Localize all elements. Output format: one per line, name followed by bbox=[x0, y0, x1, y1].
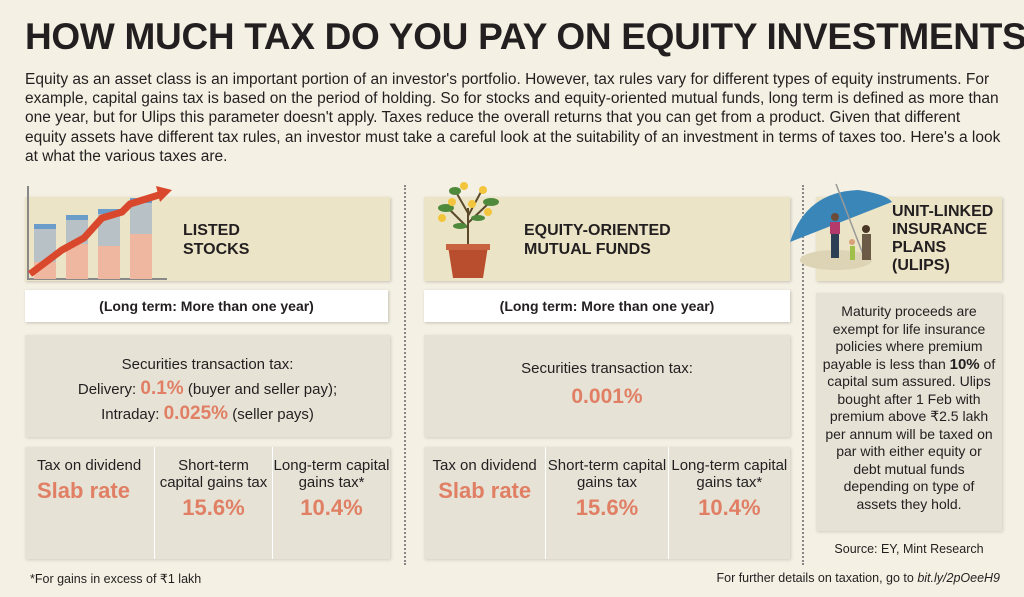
stt-label: Securities transaction tax: bbox=[521, 360, 693, 377]
source-note: Source: EY, Mint Research bbox=[834, 542, 984, 556]
heading-line: UNIT-LINKED bbox=[892, 203, 994, 220]
delivery-note: (buyer and seller pay); bbox=[187, 381, 338, 398]
heading-line: PLANS bbox=[892, 239, 947, 256]
stt-label: Securities transaction tax: bbox=[121, 356, 294, 373]
heading-line: (ULIPS) bbox=[892, 257, 950, 274]
tax-cells: Tax on dividend Slab rate Short-term capi… bbox=[424, 447, 790, 559]
cell-value: 10.4% bbox=[300, 495, 363, 520]
stt-rate: 0.001% bbox=[571, 385, 643, 408]
heading-line: EQUITY-ORIENTED bbox=[524, 222, 671, 239]
delivery-rate: 0.1% bbox=[140, 378, 184, 399]
cell-value: Slab rate bbox=[37, 478, 130, 503]
long-term-note: (Long term: More than one year) bbox=[25, 290, 388, 322]
stt-box: Securities transaction tax: Delivery: 0.… bbox=[25, 335, 390, 437]
cell-value: Slab rate bbox=[438, 478, 532, 503]
intraday-note: (seller pays) bbox=[232, 406, 314, 423]
ulip-text: Maturity proceeds are exempt for life in… bbox=[822, 303, 986, 372]
cell-label: Tax on dividend bbox=[37, 457, 142, 474]
ltcg-cell: Long-term capital gains tax* 10.4% bbox=[669, 447, 790, 559]
column-divider bbox=[404, 185, 406, 565]
intraday-label: Intraday: bbox=[101, 406, 160, 423]
cell-value: 15.6% bbox=[575, 495, 639, 520]
rising-bar-chart-icon bbox=[27, 186, 172, 280]
further-details-text: For further details on taxation, go to bbox=[716, 571, 914, 585]
column-divider bbox=[802, 185, 804, 565]
heading-line: STOCKS bbox=[183, 241, 250, 258]
footnote: *For gains in excess of ₹1 lakh bbox=[30, 572, 202, 586]
cell-label: Tax on dividend bbox=[432, 457, 537, 474]
long-term-note: (Long term: More than one year) bbox=[424, 290, 790, 322]
heading-line: LISTED bbox=[183, 222, 240, 239]
money-plant-icon bbox=[438, 182, 499, 278]
ulip-percent: 10% bbox=[949, 355, 980, 373]
cell-label: Long-term capital gains tax* bbox=[273, 457, 390, 491]
cell-label: Short-term capital gains tax bbox=[547, 457, 667, 491]
cell-value: 10.4% bbox=[698, 495, 761, 520]
stcg-cell: Short-term capital gains tax 15.6% bbox=[155, 447, 273, 559]
cell-value: 15.6% bbox=[182, 495, 245, 520]
delivery-label: Delivery: bbox=[77, 381, 137, 398]
heading-line: MUTUAL FUNDS bbox=[524, 241, 651, 258]
further-details-link[interactable]: bit.ly/2pOeeH9 bbox=[917, 571, 1000, 585]
page-title: HOW MUCH TAX DO YOU PAY ON EQUITY INVEST… bbox=[25, 16, 1024, 57]
intro-paragraph: Equity as an asset class is an important… bbox=[25, 71, 1001, 165]
family-umbrella-icon bbox=[790, 183, 892, 270]
ltcg-cell: Long-term capital gains tax* 10.4% bbox=[273, 447, 390, 559]
dividend-cell: Tax on dividend Slab rate bbox=[25, 447, 155, 559]
stcg-cell: Short-term capital gains tax 15.6% bbox=[546, 447, 669, 559]
dividend-cell: Tax on dividend Slab rate bbox=[424, 447, 547, 559]
cell-label: Short-term capital gains tax bbox=[159, 457, 268, 491]
tax-cells: Tax on dividend Slab rate Short-term capi… bbox=[25, 447, 390, 559]
ulip-info-box: Maturity proceeds are exempt for life in… bbox=[816, 293, 1002, 531]
ulip-text: of capital sum assured. Ulips bought aft… bbox=[825, 355, 996, 512]
intraday-rate: 0.025% bbox=[163, 403, 229, 424]
stt-box: Securities transaction tax: 0.001% bbox=[424, 335, 790, 437]
cell-label: Long-term capital gains tax* bbox=[671, 457, 788, 491]
heading-line: INSURANCE bbox=[892, 221, 988, 238]
